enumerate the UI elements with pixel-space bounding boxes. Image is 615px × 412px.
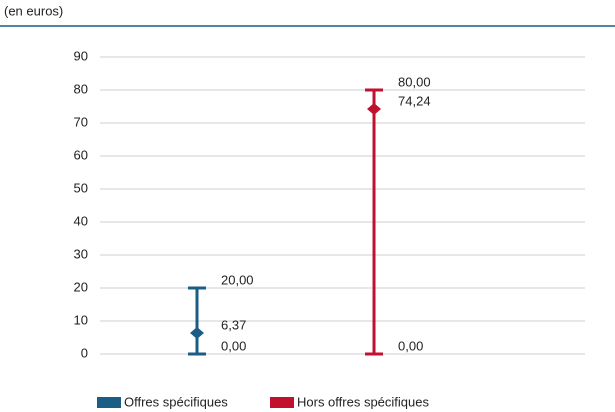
y-tick-label: 10 — [74, 312, 88, 327]
y-tick-label: 40 — [74, 213, 88, 228]
y-tick-label: 80 — [74, 81, 88, 96]
chart-subtitle: (en euros) — [4, 3, 63, 18]
value-label: 0,00 — [221, 338, 246, 353]
y-tick-label: 70 — [74, 114, 88, 129]
legend-label: Offres spécifiques — [124, 394, 228, 409]
value-label: 74,24 — [398, 93, 431, 108]
value-label: 6,37 — [221, 317, 246, 332]
y-tick-label: 0 — [81, 345, 88, 360]
mean-marker — [367, 103, 382, 116]
legend-swatch — [270, 397, 294, 408]
value-label: 0,00 — [398, 338, 423, 353]
y-tick-label: 90 — [74, 48, 88, 63]
value-label: 20,00 — [221, 272, 254, 287]
y-tick-label: 20 — [74, 279, 88, 294]
y-tick-label: 60 — [74, 147, 88, 162]
legend-swatch — [97, 397, 121, 408]
mean-marker — [190, 326, 204, 339]
value-label: 80,00 — [398, 74, 431, 89]
y-tick-label: 50 — [74, 180, 88, 195]
legend-label: Hors offres spécifiques — [297, 394, 429, 409]
y-tick-label: 30 — [74, 246, 88, 261]
